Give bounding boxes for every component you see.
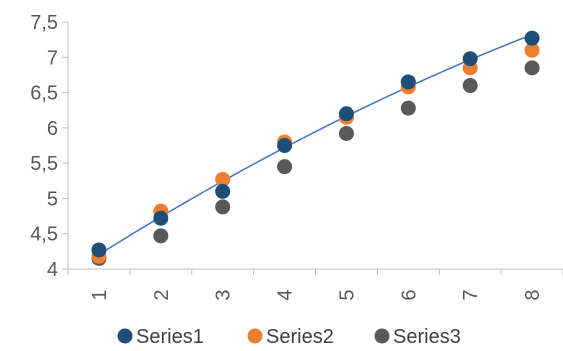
legend-item-series2: Series2: [247, 326, 334, 348]
series2-point: [215, 171, 231, 187]
y-tick-label: 7: [47, 47, 58, 69]
trendline-layer: [98, 33, 533, 256]
legend-item-series1: Series1: [117, 326, 204, 348]
legend-label-series2: Series2: [266, 326, 334, 348]
x-tick-label: 1: [89, 289, 111, 300]
series1-point: [277, 138, 293, 153]
series3-point: [215, 199, 231, 215]
series3-point: [400, 100, 416, 116]
series1-point: [462, 51, 478, 67]
series1-point: [524, 30, 540, 46]
x-tick-label: 8: [522, 289, 544, 300]
y-tick-label: 6,5: [30, 83, 58, 105]
series3-point: [462, 78, 478, 94]
x-tick-label: 5: [336, 289, 358, 300]
x-tick-label: 6: [398, 289, 420, 300]
x-tick-label: 4: [275, 289, 297, 300]
legend-marker-series1: [117, 328, 133, 344]
series1-point: [153, 210, 169, 226]
data-points-layer: [91, 30, 540, 266]
x-tick-label: 2: [151, 289, 173, 300]
y-tick-label: 5: [47, 188, 58, 210]
y-tick-label: 4: [47, 259, 58, 281]
y-tick-label: 4,5: [30, 224, 58, 246]
series3-point: [338, 126, 354, 142]
legend-label-series3: Series3: [393, 326, 461, 348]
y-tick-label: 6: [47, 118, 58, 140]
series1-point: [215, 183, 231, 199]
legend-label-series1: Series1: [136, 326, 204, 348]
legend-item-series3: Series3: [374, 326, 461, 348]
series3-point: [524, 60, 540, 76]
series1-point: [91, 242, 107, 258]
series2-point: [524, 42, 540, 58]
x-tick-label: 3: [213, 289, 235, 300]
y-tick-label: 5,5: [30, 153, 58, 175]
series3-point: [277, 159, 293, 175]
chart-axes: 4 4,5 5 5,5 6 6,5 7 7,5 1 2 3 4 5 6 7 8: [30, 12, 563, 301]
trendline: [98, 33, 533, 256]
series3-point: [153, 228, 169, 244]
series1-point: [338, 106, 354, 122]
series1-point: [400, 74, 416, 90]
x-tick-label: 7: [460, 289, 482, 300]
legend-marker-series2: [247, 328, 263, 344]
legend: Series1 Series2 Series3: [117, 326, 461, 348]
y-tick-label: 7,5: [30, 12, 58, 34]
legend-marker-series3: [374, 328, 390, 344]
